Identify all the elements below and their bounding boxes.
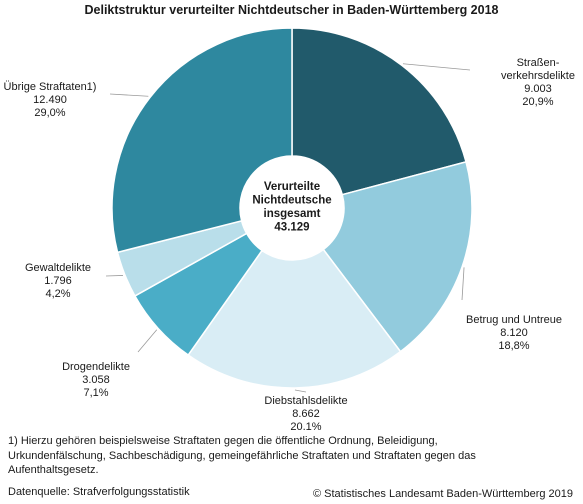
donut-slices <box>111 27 473 389</box>
copyright: © Statistisches Landesamt Baden-Württemb… <box>312 488 573 500</box>
leader-line <box>294 389 307 393</box>
slice-label: Gewaltdelikte 1.796 4,2% <box>25 262 91 300</box>
data-source: Datenquelle: Strafverfolgungsstatistik <box>8 486 190 498</box>
chart-title: Deliktstruktur verurteilter Nichtdeutsch… <box>84 3 499 17</box>
leader-line <box>402 63 471 71</box>
slice-label: Betrug und Untreue 8.120 18,8% <box>466 314 562 352</box>
center-label: Verurteilte Nichtdeutsche insgesamt 43.129 <box>252 181 331 234</box>
slice-label: Drogendelikte 3.058 7,1% <box>62 361 130 399</box>
leader-line <box>109 93 149 97</box>
footnote: 1) Hierzu gehören beispielsweise Strafta… <box>8 435 476 476</box>
leader-line <box>461 267 465 301</box>
slice-labels: Straßen-verkehrsdelikte 9.003 20,9% Betrug … <box>4 57 575 430</box>
slice-label: Übrige Straftaten1) 12.490 29,0% <box>4 81 97 119</box>
slice-label: Diebstahlsdelikte 8.662 20,1% <box>264 395 347 430</box>
slice-label: Straßen-verkehrsdelikte 9.003 20,9% <box>501 57 575 108</box>
leader-lines <box>105 63 471 393</box>
leader-line <box>105 275 123 277</box>
leader-line <box>137 329 158 353</box>
donut-hole <box>240 156 344 260</box>
donut-chart: Verurteilte Nichtdeutsche insgesamt 43.129 … <box>4 27 575 430</box>
center-total-label: Verurteilte Nichtdeutsche insgesamt 43.129 <box>252 181 331 234</box>
